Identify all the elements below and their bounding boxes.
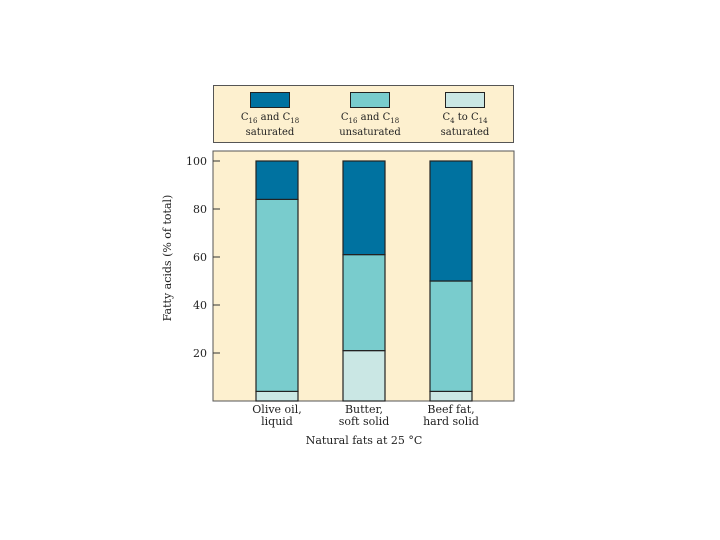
x-category-label: Butter, bbox=[345, 403, 383, 416]
bar-segment bbox=[342, 160, 386, 256]
bar-segment bbox=[255, 390, 299, 402]
x-category-label: Olive oil, bbox=[252, 403, 301, 416]
y-tick-label: 60 bbox=[193, 251, 207, 264]
legend-swatch bbox=[350, 92, 390, 108]
bar-segment bbox=[342, 254, 386, 352]
y-tick-label: 80 bbox=[193, 203, 207, 216]
x-category-label: hard solid bbox=[423, 415, 479, 428]
y-tick-label: 100 bbox=[186, 155, 207, 168]
x-category-label: soft solid bbox=[339, 415, 390, 428]
legend-item-c16-c18-saturated: C16 and C18 saturated bbox=[220, 92, 320, 139]
x-axis-label: Natural fats at 25 °C bbox=[306, 434, 423, 447]
legend-label: C16 and C18 saturated bbox=[240, 112, 300, 138]
y-axis-label: Fatty acids (% of total) bbox=[161, 195, 174, 322]
bar-segment bbox=[429, 160, 473, 282]
legend-swatch bbox=[445, 92, 485, 108]
legend: C16 and C18 saturated C16 and C18 unsatura… bbox=[213, 85, 514, 143]
bar-segment bbox=[342, 350, 386, 402]
x-category-label: liquid bbox=[261, 415, 293, 428]
bar-segment bbox=[255, 198, 299, 392]
bar-segment bbox=[429, 390, 473, 402]
legend-item-c16-c18-unsaturated: C16 and C18 unsaturated bbox=[320, 92, 420, 139]
legend-label: C4 to C14 saturated bbox=[440, 112, 490, 138]
legend-swatch bbox=[250, 92, 290, 108]
x-category-label: Beef fat, bbox=[427, 403, 474, 416]
bar-segment bbox=[255, 160, 299, 201]
y-tick-label: 40 bbox=[193, 299, 207, 312]
legend-label: C16 and C18 unsaturated bbox=[339, 112, 401, 138]
bar-segment bbox=[429, 280, 473, 393]
legend-item-c4-c14-saturated: C4 to C14 saturated bbox=[415, 92, 515, 139]
y-tick-label: 20 bbox=[193, 347, 207, 360]
